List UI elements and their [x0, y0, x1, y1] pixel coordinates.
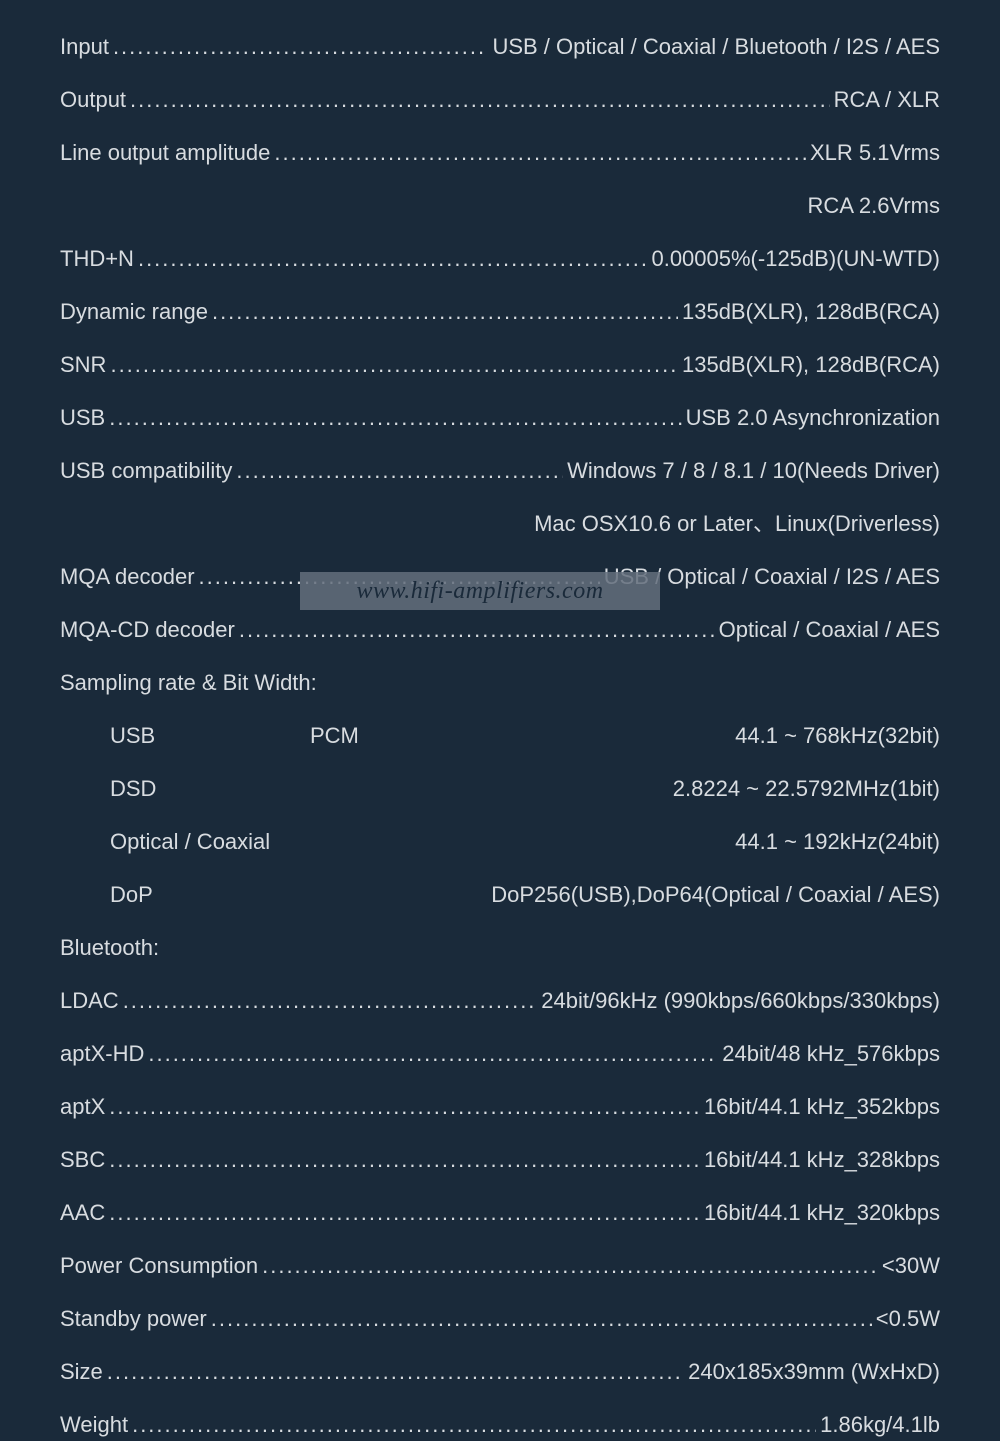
dots: [109, 1143, 700, 1176]
dots: [109, 401, 681, 434]
dots: [274, 136, 806, 169]
spec-weight: Weight 1.86kg/4.1lb: [60, 1408, 940, 1441]
spec-value: 0.00005%(-125dB)(UN-WTD): [651, 242, 940, 275]
spec-label: SNR: [60, 348, 106, 381]
spec-value: USB / Optical / Coaxial / Bluetooth / I2…: [492, 30, 940, 63]
sub-value: 44.1 ~ 768kHz(32bit): [390, 719, 940, 752]
spec-label: SBC: [60, 1143, 105, 1176]
spec-aptx: aptX 16bit/44.1 kHz_352kbps: [60, 1090, 940, 1123]
spec-value: XLR 5.1Vrms: [810, 136, 940, 169]
sampling-header: Sampling rate & Bit Width:: [60, 666, 940, 699]
spec-label: USB compatibility: [60, 454, 232, 487]
sub-label2: PCM: [310, 719, 390, 752]
dots: [138, 242, 648, 275]
spec-label: Dynamic range: [60, 295, 208, 328]
watermark: www.hifi-amplifiers.com: [300, 572, 660, 610]
spec-usb-compat: USB compatibility Windows 7 / 8 / 8.1 / …: [60, 454, 940, 487]
sampling-dsd: DSD 2.8224 ~ 22.5792MHz(1bit): [60, 772, 940, 805]
spec-label: MQA decoder: [60, 560, 195, 593]
spec-standby: Standby power <0.5W: [60, 1302, 940, 1335]
spec-label: LDAC: [60, 984, 119, 1017]
spec-aptx-hd: aptX-HD 24bit/48 kHz_576kbps: [60, 1037, 940, 1070]
spec-value: RCA / XLR: [834, 83, 940, 116]
dots: [130, 83, 830, 116]
sub-label: DoP: [110, 878, 210, 911]
spec-label: Size: [60, 1355, 103, 1388]
spec-value: 135dB(XLR), 128dB(RCA): [682, 295, 940, 328]
spec-power: Power Consumption <30W: [60, 1249, 940, 1282]
spec-value: Optical / Coaxial / AES: [719, 613, 940, 646]
spec-label: Power Consumption: [60, 1249, 258, 1282]
spec-value: 135dB(XLR), 128dB(RCA): [682, 348, 940, 381]
dots: [109, 1090, 700, 1123]
spec-label: aptX-HD: [60, 1037, 144, 1070]
sub-label: Optical / Coaxial: [110, 825, 310, 858]
spec-label: AAC: [60, 1196, 105, 1229]
sub-label: USB: [110, 719, 310, 752]
spec-mqa-cd-decoder: MQA-CD decoder Optical / Coaxial / AES: [60, 613, 940, 646]
spec-ldac: LDAC 24bit/96kHz (990kbps/660kbps/330kbp…: [60, 984, 940, 1017]
dots: [107, 1355, 684, 1388]
spec-thdn: THD+N 0.00005%(-125dB)(UN-WTD): [60, 242, 940, 275]
dots: [109, 1196, 700, 1229]
spec-label: THD+N: [60, 242, 134, 275]
spec-label: Standby power: [60, 1302, 207, 1335]
dots: [113, 30, 489, 63]
spec-value: 1.86kg/4.1lb: [820, 1408, 940, 1441]
sampling-optical: Optical / Coaxial 44.1 ~ 192kHz(24bit): [60, 825, 940, 858]
spec-aac: AAC 16bit/44.1 kHz_320kbps: [60, 1196, 940, 1229]
dots: [148, 1037, 718, 1070]
spec-snr: SNR 135dB(XLR), 128dB(RCA): [60, 348, 940, 381]
dots: [212, 295, 678, 328]
dots: [239, 613, 715, 646]
spec-label: USB: [60, 401, 105, 434]
spec-value: 16bit/44.1 kHz_320kbps: [704, 1196, 940, 1229]
dots: [236, 454, 563, 487]
dots: [132, 1408, 816, 1441]
spec-value: <0.5W: [876, 1302, 940, 1335]
spec-dynamic-range: Dynamic range 135dB(XLR), 128dB(RCA): [60, 295, 940, 328]
spec-value: <30W: [882, 1249, 940, 1282]
spec-sbc: SBC 16bit/44.1 kHz_328kbps: [60, 1143, 940, 1176]
spec-label: Line output amplitude: [60, 136, 270, 169]
spec-label: MQA-CD decoder: [60, 613, 235, 646]
spec-value: Windows 7 / 8 / 8.1 / 10(Needs Driver): [567, 454, 940, 487]
spec-value: USB 2.0 Asynchronization: [686, 401, 940, 434]
dots: [123, 984, 538, 1017]
sub-label: DSD: [110, 772, 310, 805]
spec-value: 24bit/96kHz (990kbps/660kbps/330kbps): [541, 984, 940, 1017]
spec-output: Output RCA / XLR: [60, 83, 940, 116]
sub-value: 44.1 ~ 192kHz(24bit): [310, 825, 940, 858]
sampling-usb: USB PCM 44.1 ~ 768kHz(32bit): [60, 719, 940, 752]
sub-value: 2.8224 ~ 22.5792MHz(1bit): [310, 772, 940, 805]
bluetooth-header: Bluetooth:: [60, 931, 940, 964]
spec-value: 16bit/44.1 kHz_352kbps: [704, 1090, 940, 1123]
spec-line-output-2: RCA 2.6Vrms: [60, 189, 940, 222]
spec-label: Weight: [60, 1408, 128, 1441]
sub-value: DoP256(USB),DoP64(Optical / Coaxial / AE…: [210, 878, 940, 911]
spec-usb: USB USB 2.0 Asynchronization: [60, 401, 940, 434]
spec-input: Input USB / Optical / Coaxial / Bluetoot…: [60, 30, 940, 63]
spec-label: Output: [60, 83, 126, 116]
spec-usb-compat-2: Mac OSX10.6 or Later、Linux(Driverless): [60, 507, 940, 540]
spec-line-output: Line output amplitude XLR 5.1Vrms: [60, 136, 940, 169]
spec-value: 24bit/48 kHz_576kbps: [722, 1037, 940, 1070]
dots: [110, 348, 678, 381]
spec-size: Size 240x185x39mm (WxHxD): [60, 1355, 940, 1388]
spec-label: aptX: [60, 1090, 105, 1123]
spec-label: Input: [60, 30, 109, 63]
spec-value: 16bit/44.1 kHz_328kbps: [704, 1143, 940, 1176]
sampling-dop: DoP DoP256(USB),DoP64(Optical / Coaxial …: [60, 878, 940, 911]
dots: [262, 1249, 878, 1282]
spec-value: 240x185x39mm (WxHxD): [688, 1355, 940, 1388]
dots: [211, 1302, 872, 1335]
